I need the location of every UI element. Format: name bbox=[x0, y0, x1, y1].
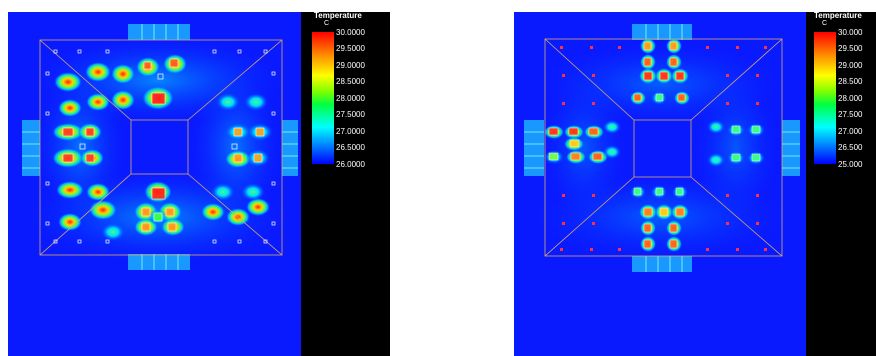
vent-slats-left bbox=[22, 24, 298, 270]
legend-tick-label: 26.5000 bbox=[336, 143, 365, 152]
legend-tick-label: 28.5000 bbox=[336, 77, 365, 86]
legend-tick-label: 30.000 bbox=[838, 28, 863, 37]
legend-unit-right: C bbox=[822, 20, 828, 27]
equipment-boxes-right bbox=[548, 41, 761, 249]
temperature-field-left bbox=[8, 12, 301, 356]
vents-left bbox=[22, 24, 298, 270]
legend-tick-label: 27.000 bbox=[838, 127, 863, 136]
legend-tick-label: 27.5000 bbox=[336, 110, 365, 119]
diffuser-markers-right bbox=[560, 46, 767, 251]
color-legend-left: Temperature C 30.0000 29.5000 29.0000 28… bbox=[302, 12, 390, 182]
vent-slats-right bbox=[524, 24, 800, 272]
vents-right bbox=[524, 24, 800, 272]
color-legend-right: Temperature C 30.000 29.500 29.000 28.50… bbox=[806, 12, 876, 182]
legend-color-bar-left bbox=[312, 32, 334, 164]
legend-tick-label: 25.000 bbox=[838, 160, 863, 169]
room-outline-left bbox=[39, 39, 283, 256]
legend-tick-label: 29.000 bbox=[838, 61, 863, 70]
legend-tick-label: 27.0000 bbox=[336, 127, 365, 136]
legend-tick-label: 27.500 bbox=[838, 110, 863, 119]
legend-tick-label: 28.000 bbox=[838, 94, 863, 103]
legend-tick-label: 29.5000 bbox=[336, 44, 365, 53]
diffuser-markers-left bbox=[45, 49, 276, 244]
legend-unit-left: C bbox=[324, 20, 330, 27]
legend-tick-label: 29.0000 bbox=[336, 61, 365, 70]
legend-color-bar-right bbox=[814, 32, 836, 164]
legend-tick-label: 28.500 bbox=[838, 77, 863, 86]
heatmap-panel-left: Temperature C 30.0000 29.5000 29.0000 28… bbox=[8, 12, 390, 356]
heatmap-panel-right: Temperature C 30.000 29.500 29.000 28.50… bbox=[514, 12, 876, 356]
legend-tick-label: 29.500 bbox=[838, 44, 863, 53]
temperature-field-right bbox=[514, 12, 806, 356]
room-outline-right bbox=[544, 38, 783, 257]
legend-title-right: Temperature bbox=[814, 11, 862, 20]
legend-title-left: Temperature bbox=[314, 11, 362, 20]
legend-tick-label: 30.0000 bbox=[336, 28, 365, 37]
legend-tick-label: 26.500 bbox=[838, 143, 863, 152]
legend-tick-label: 28.0000 bbox=[336, 94, 365, 103]
equipment-boxes-left bbox=[62, 58, 265, 232]
legend-tick-label: 26.0000 bbox=[336, 160, 365, 169]
